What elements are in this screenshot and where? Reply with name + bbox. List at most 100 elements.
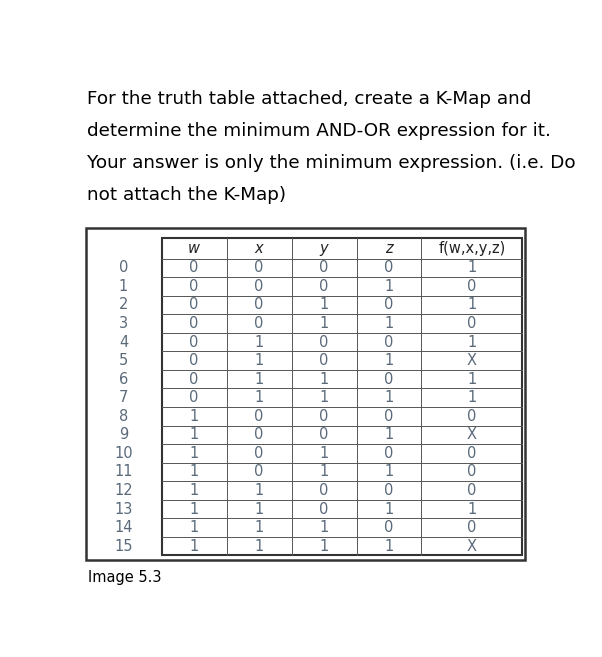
- Text: 0: 0: [384, 483, 394, 498]
- Text: Your answer is only the minimum expression. (i.e. Do: Your answer is only the minimum expressi…: [87, 154, 576, 171]
- Text: x: x: [255, 241, 263, 256]
- Text: 0: 0: [319, 427, 329, 442]
- Text: 0: 0: [190, 316, 199, 331]
- Text: 1: 1: [467, 334, 476, 350]
- Text: 1: 1: [467, 501, 476, 516]
- Text: 1: 1: [190, 539, 199, 554]
- Text: 0: 0: [384, 409, 394, 424]
- Text: 1: 1: [190, 501, 199, 516]
- Text: 1: 1: [190, 409, 199, 424]
- Text: 0: 0: [190, 390, 199, 405]
- Text: X: X: [467, 353, 477, 368]
- Text: 0: 0: [384, 520, 394, 535]
- Text: 0: 0: [119, 260, 128, 275]
- Text: y: y: [320, 241, 328, 256]
- Text: 0: 0: [190, 353, 199, 368]
- Text: 0: 0: [467, 409, 477, 424]
- Text: 0: 0: [190, 260, 199, 275]
- Text: 0: 0: [255, 464, 264, 480]
- Text: 1: 1: [255, 520, 264, 535]
- Text: 1: 1: [320, 539, 329, 554]
- Text: 0: 0: [384, 372, 394, 387]
- Text: 0: 0: [467, 464, 477, 480]
- Text: 0: 0: [190, 298, 199, 313]
- Text: 0: 0: [319, 260, 329, 275]
- Text: 1: 1: [119, 279, 128, 294]
- Text: 1: 1: [255, 334, 264, 350]
- Text: For the truth table attached, create a K-Map and: For the truth table attached, create a K…: [87, 90, 532, 108]
- Text: 1: 1: [467, 260, 476, 275]
- Text: 1: 1: [384, 501, 394, 516]
- Text: 6: 6: [119, 372, 128, 387]
- Text: 0: 0: [255, 260, 264, 275]
- Text: 1: 1: [190, 464, 199, 480]
- Text: 0: 0: [190, 372, 199, 387]
- Text: 1: 1: [384, 279, 394, 294]
- Text: 1: 1: [255, 483, 264, 498]
- Text: 14: 14: [114, 520, 133, 535]
- Text: 0: 0: [255, 427, 264, 442]
- Text: 0: 0: [255, 446, 264, 461]
- Text: 10: 10: [114, 446, 133, 461]
- Text: 1: 1: [190, 483, 199, 498]
- Text: 3: 3: [119, 316, 128, 331]
- Text: 0: 0: [384, 334, 394, 350]
- Text: 1: 1: [190, 446, 199, 461]
- Text: 9: 9: [119, 427, 128, 442]
- Text: 4: 4: [119, 334, 128, 350]
- Text: 0: 0: [319, 483, 329, 498]
- Text: 0: 0: [255, 298, 264, 313]
- Text: z: z: [385, 241, 393, 256]
- Text: 1: 1: [384, 353, 394, 368]
- Text: not attach the K-Map): not attach the K-Map): [87, 185, 286, 204]
- Text: 1: 1: [255, 353, 264, 368]
- Text: 11: 11: [114, 464, 133, 480]
- Text: 0: 0: [319, 334, 329, 350]
- Text: 0: 0: [467, 316, 477, 331]
- Text: 1: 1: [255, 501, 264, 516]
- Text: 0: 0: [384, 446, 394, 461]
- Text: 0: 0: [467, 279, 477, 294]
- Text: 1: 1: [255, 372, 264, 387]
- Text: 7: 7: [119, 390, 128, 405]
- Text: 1: 1: [255, 390, 264, 405]
- Text: 1: 1: [255, 539, 264, 554]
- Text: 1: 1: [384, 316, 394, 331]
- Text: 1: 1: [320, 446, 329, 461]
- Text: 0: 0: [319, 279, 329, 294]
- Text: 0: 0: [255, 316, 264, 331]
- Text: f(w,x,y,z): f(w,x,y,z): [438, 241, 506, 256]
- Text: 1: 1: [384, 427, 394, 442]
- Text: 1: 1: [320, 372, 329, 387]
- Text: 1: 1: [384, 464, 394, 480]
- Text: 0: 0: [255, 279, 264, 294]
- Text: 0: 0: [255, 409, 264, 424]
- Text: 5: 5: [119, 353, 128, 368]
- Text: 0: 0: [190, 279, 199, 294]
- Text: 1: 1: [320, 390, 329, 405]
- Text: 1: 1: [467, 372, 476, 387]
- Text: 1: 1: [384, 539, 394, 554]
- Text: 13: 13: [114, 501, 132, 516]
- Text: 15: 15: [114, 539, 133, 554]
- Text: 0: 0: [467, 520, 477, 535]
- Text: 0: 0: [467, 446, 477, 461]
- Text: 0: 0: [319, 501, 329, 516]
- Text: X: X: [467, 427, 477, 442]
- Text: 1: 1: [190, 520, 199, 535]
- Text: 1: 1: [384, 390, 394, 405]
- Text: 0: 0: [319, 409, 329, 424]
- Text: 0: 0: [384, 260, 394, 275]
- Text: 2: 2: [119, 298, 128, 313]
- Text: 0: 0: [319, 353, 329, 368]
- Text: 1: 1: [320, 464, 329, 480]
- Text: 1: 1: [320, 298, 329, 313]
- Text: 1: 1: [467, 298, 476, 313]
- Text: 1: 1: [190, 427, 199, 442]
- Text: 0: 0: [384, 298, 394, 313]
- Text: 1: 1: [467, 390, 476, 405]
- Text: 1: 1: [320, 520, 329, 535]
- Text: w: w: [188, 241, 200, 256]
- Text: 0: 0: [467, 483, 477, 498]
- Text: 0: 0: [190, 334, 199, 350]
